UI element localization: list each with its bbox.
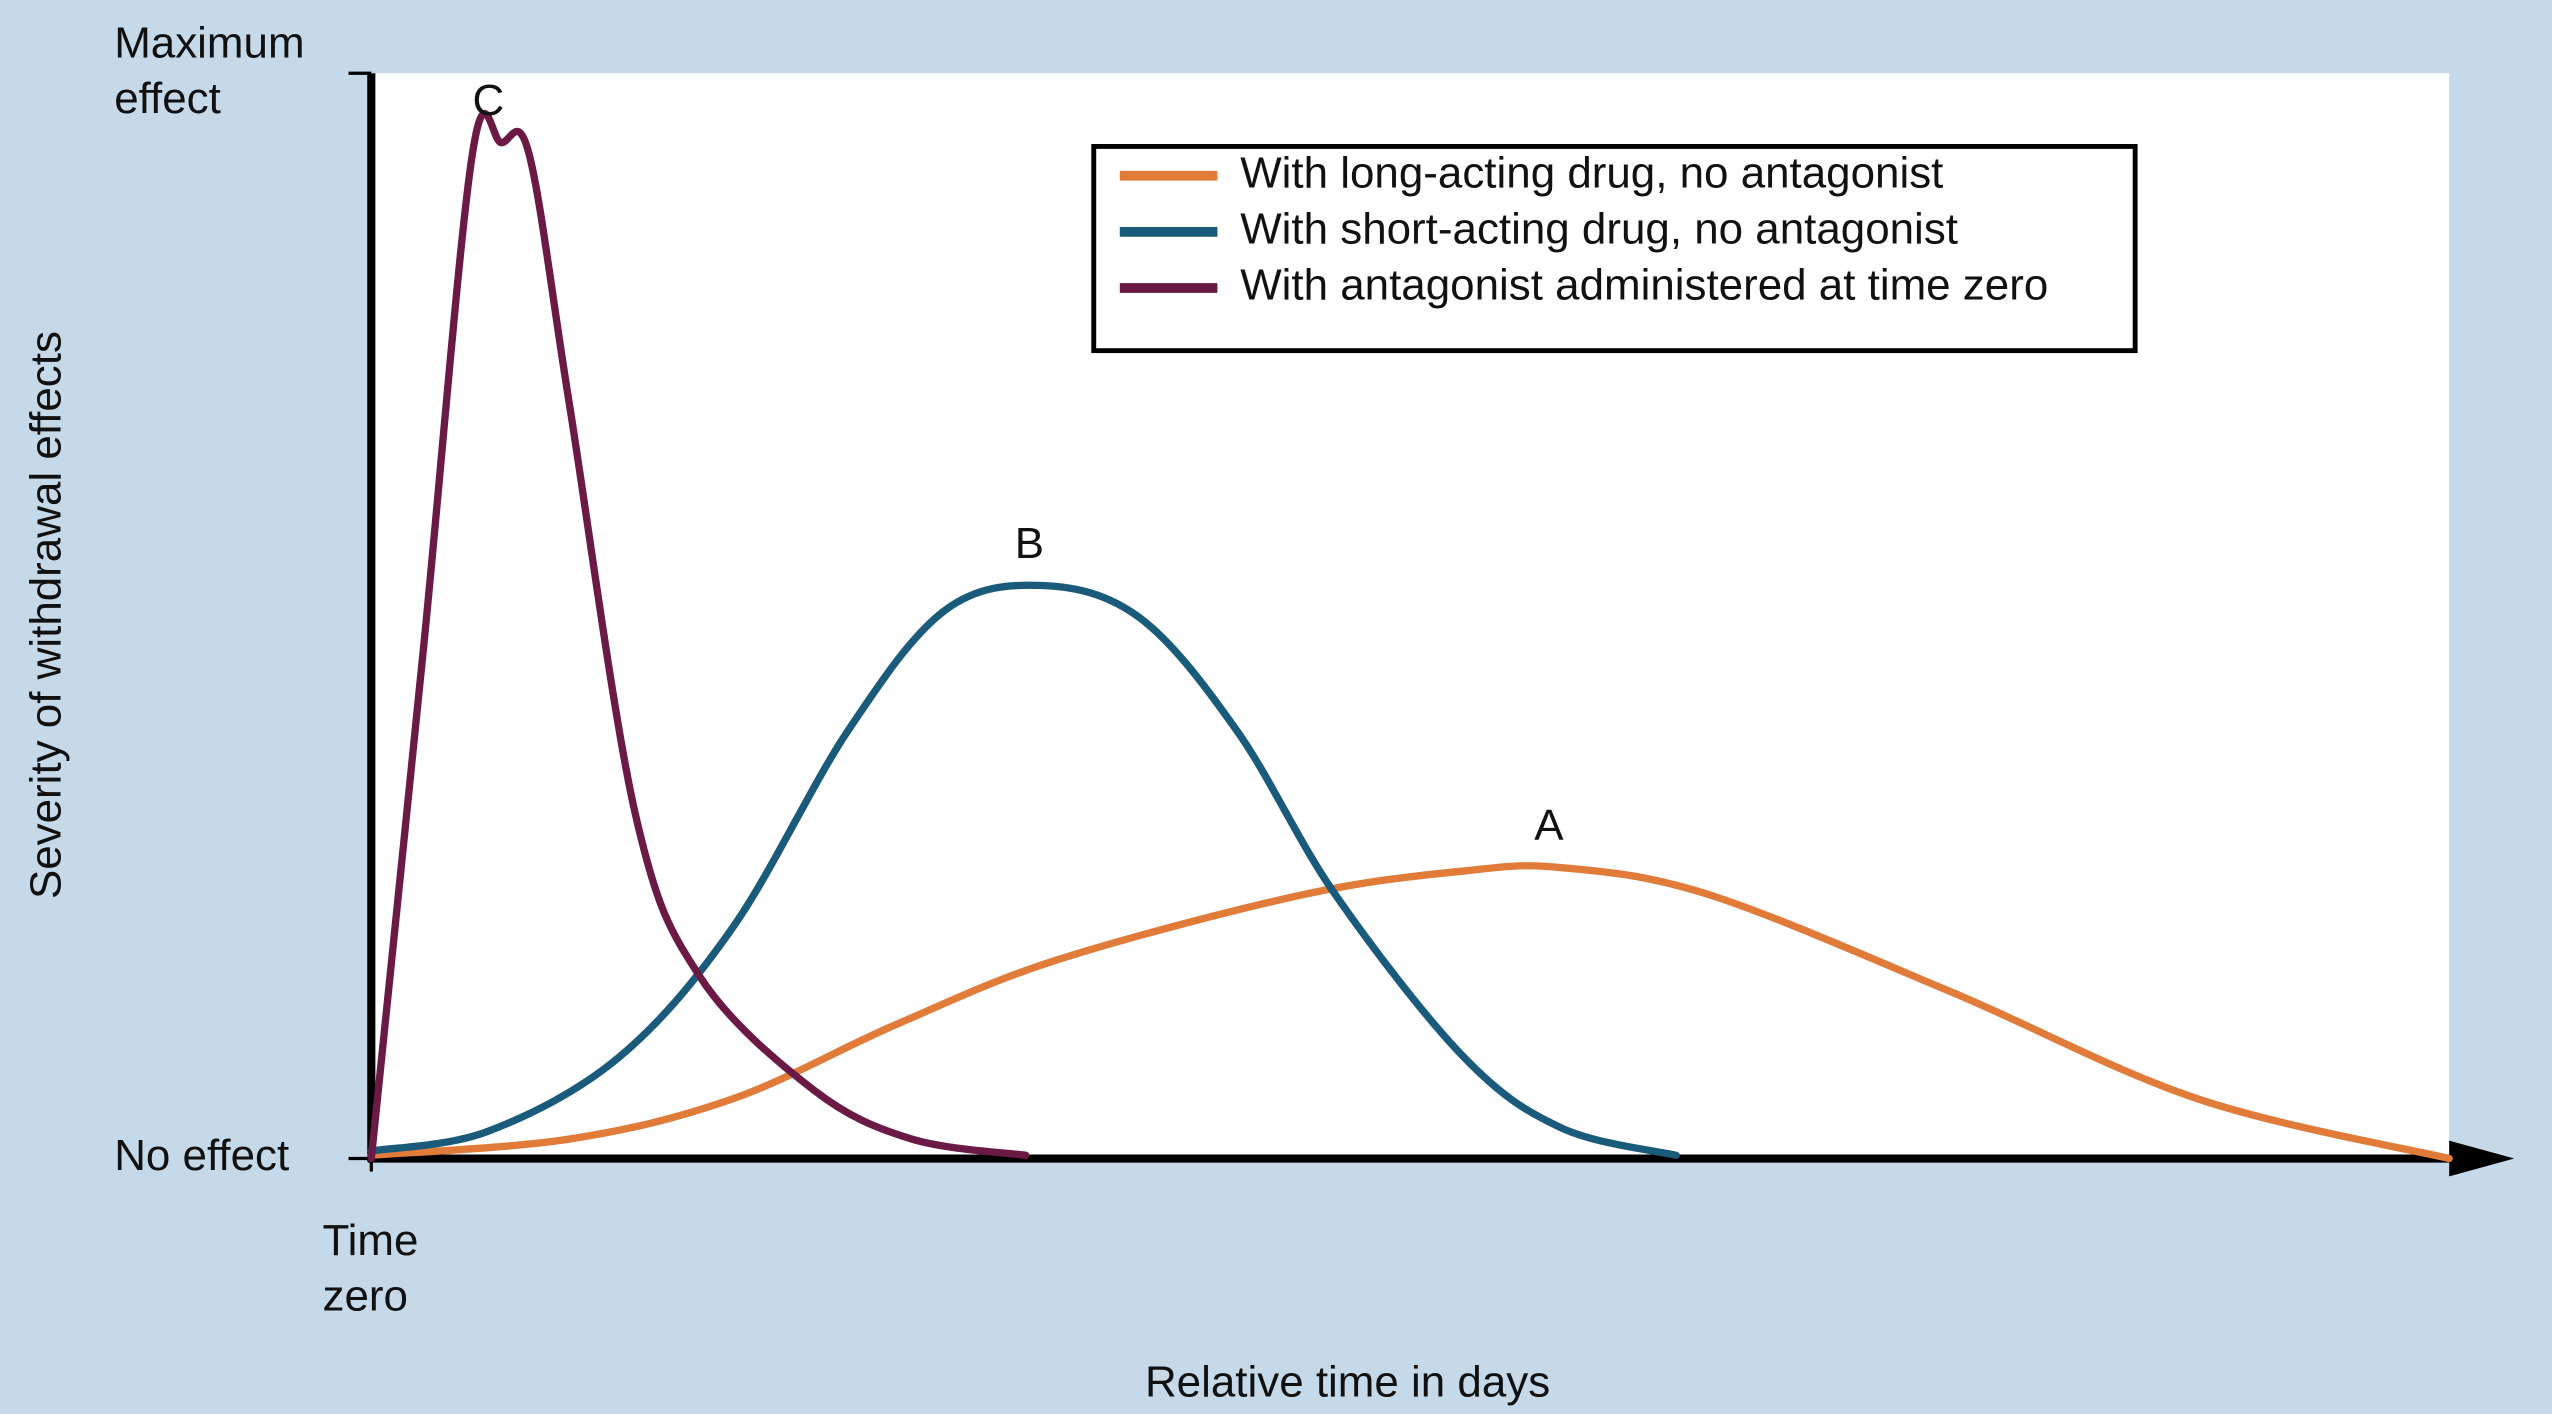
- series-line: [367, 581, 1680, 1159]
- y-tick-label: No effect: [114, 1131, 289, 1180]
- series-line: [367, 110, 1030, 1163]
- curve-label: B: [1015, 519, 1044, 568]
- y-axis-label: Severity of withdrawal effects: [22, 331, 71, 899]
- legend-label: With long-acting drug, no antagonist: [1240, 148, 1943, 197]
- series-line: [367, 862, 2453, 1163]
- legend-box: [1091, 144, 2138, 354]
- curve-label: C: [472, 76, 504, 125]
- y-tick-label: Maximum effect: [114, 18, 317, 122]
- curve-label: A: [1534, 801, 1564, 850]
- legend: With long-acting drug, no antagonist With…: [1091, 144, 2138, 354]
- x-tick-label: Time zero: [322, 1216, 430, 1320]
- legend-label: With short-acting drug, no antagonist: [1240, 204, 1958, 253]
- x-axis-arrow: [2449, 1140, 2515, 1177]
- legend-label: With antagonist administered at time zer…: [1240, 261, 2048, 310]
- x-axis-label: Relative time in days: [1145, 1357, 1550, 1406]
